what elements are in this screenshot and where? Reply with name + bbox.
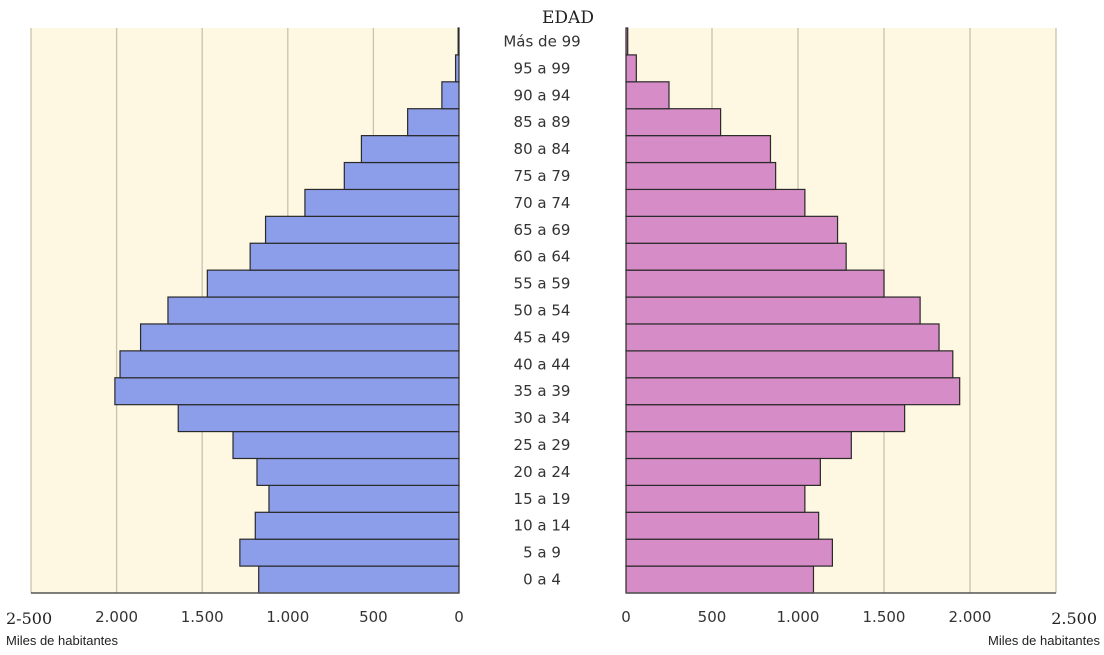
age-group-label: 95 a 99	[514, 59, 571, 77]
left-bar	[268, 484, 460, 513]
age-group-label: 75 a 79	[514, 167, 571, 185]
right-bar	[625, 323, 940, 352]
right-bar	[625, 377, 961, 406]
left-axis-tick-label: 1.000	[266, 608, 309, 626]
left-bar	[258, 565, 460, 594]
right-axis-unit-label: Miles de habitantes	[988, 633, 1101, 648]
age-group-label: 55 a 59	[514, 275, 571, 293]
right-axis-tick-label: 2.000	[949, 608, 992, 626]
left-bar	[264, 215, 460, 244]
right-axis-tick-label: 1.000	[777, 608, 820, 626]
right-bar	[625, 215, 839, 244]
age-group-label: 70 a 74	[514, 194, 571, 212]
age-group-label: 50 a 54	[514, 302, 571, 320]
right-bar	[625, 538, 833, 567]
left-bar	[256, 457, 460, 486]
age-group-label: Más de 99	[503, 32, 580, 50]
right-bar	[625, 135, 772, 164]
left-axis-edge-label: 2-500	[6, 609, 52, 628]
age-group-label: 20 a 24	[514, 463, 571, 481]
right-bar	[625, 269, 885, 298]
left-bar	[167, 296, 460, 325]
left-bar	[254, 511, 460, 540]
left-bar	[232, 430, 460, 460]
chart-title: EDAD	[542, 8, 594, 28]
age-group-label: 60 a 64	[514, 248, 571, 266]
age-group-label: 5 a 9	[523, 544, 561, 562]
age-group-label: 40 a 44	[514, 355, 571, 373]
left-bar	[239, 538, 460, 567]
age-group-label: 25 a 29	[514, 436, 571, 454]
right-bar	[625, 161, 777, 191]
right-bar	[625, 242, 847, 271]
right-bar	[625, 108, 722, 137]
left-bar	[457, 27, 460, 56]
right-bar	[625, 430, 852, 460]
age-group-label: 80 a 84	[514, 140, 571, 158]
age-group-label: 35 a 39	[514, 382, 571, 400]
right-bar	[625, 296, 921, 325]
left-axis-tick-label: 1.500	[181, 608, 224, 626]
left-bar	[304, 188, 460, 217]
left-axis-tick-label: 2.000	[95, 608, 138, 626]
right-axis-edge-label: 2.500	[1051, 609, 1097, 628]
right-bar	[625, 484, 806, 513]
left-bar	[441, 81, 460, 110]
left-axis-tick-label: 0	[454, 608, 464, 626]
right-bar	[625, 350, 954, 379]
left-bar	[454, 54, 460, 83]
age-group-label: 65 a 69	[514, 221, 571, 239]
age-group-label: 45 a 49	[514, 328, 571, 346]
right-bar	[625, 511, 820, 540]
age-group-label: 15 a 19	[514, 490, 571, 508]
left-bar	[119, 350, 460, 379]
right-bar	[625, 54, 637, 83]
right-axis-tick-label: 1.500	[863, 608, 906, 626]
left-bar	[177, 404, 460, 433]
left-bar	[114, 377, 460, 406]
right-axis-tick-label: 500	[698, 608, 727, 626]
age-group-label: 10 a 14	[514, 517, 571, 535]
left-bar	[343, 161, 460, 191]
left-bar	[360, 135, 460, 164]
age-group-label: 30 a 34	[514, 409, 571, 427]
right-bar	[625, 457, 821, 486]
right-bar	[625, 404, 906, 433]
right-bar	[625, 81, 670, 110]
left-bar	[206, 269, 460, 298]
age-group-label: 85 a 89	[514, 113, 571, 131]
left-axis-unit-label: Miles de habitantes	[6, 633, 119, 648]
left-axis-tick-label: 500	[359, 608, 388, 626]
right-bar	[625, 27, 629, 56]
right-bar	[625, 565, 815, 594]
age-group-label: 0 a 4	[523, 571, 561, 589]
age-group-label: 90 a 94	[514, 86, 571, 104]
right-bar	[625, 188, 806, 217]
left-bar	[407, 108, 460, 137]
left-bar	[139, 323, 460, 352]
left-bar	[249, 242, 460, 271]
right-axis-tick-label: 0	[621, 608, 631, 626]
